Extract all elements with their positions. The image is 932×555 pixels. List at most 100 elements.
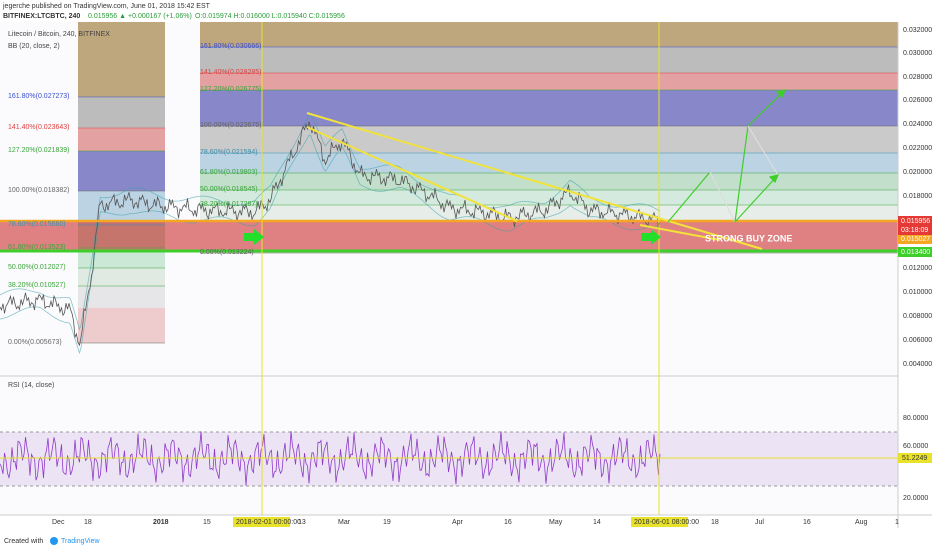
- zone: [78, 97, 165, 128]
- rsi-tick: 60.0000: [903, 443, 928, 450]
- arrow: [734, 125, 749, 223]
- zone: [200, 90, 898, 126]
- price-tick: 0.028000: [903, 74, 932, 81]
- zone: [78, 248, 165, 268]
- price-tick: 0.018000: [903, 193, 932, 200]
- time-tick: Mar: [338, 519, 351, 526]
- fib-label: 50.00%(0.018545): [200, 186, 258, 193]
- time-tick: 1: [895, 519, 899, 526]
- arrow: [734, 174, 779, 223]
- rsi-tick: 80.0000: [903, 415, 928, 422]
- countdown: 03:18:09: [901, 227, 928, 234]
- tag: [898, 226, 932, 235]
- price-tag: 0.015956: [901, 218, 930, 225]
- zone: [78, 22, 165, 97]
- fib-label: 78.60%(0.021594): [200, 149, 258, 156]
- price-tick: 0.004000: [903, 361, 932, 368]
- arrow: [747, 89, 786, 127]
- time-tick: 19: [383, 519, 391, 526]
- time-tick: Aug: [855, 519, 868, 526]
- logo: [50, 537, 58, 545]
- time-tick: 15: [203, 519, 211, 526]
- green-arrow: [641, 229, 661, 245]
- zone: [78, 151, 165, 191]
- trend-line: [306, 112, 763, 250]
- time-tick: 2018: [153, 519, 169, 526]
- zone: [78, 286, 165, 308]
- rsi-tick: 20.0000: [903, 495, 928, 502]
- zone: [200, 22, 898, 47]
- fib-label: 0.00%(0.005673): [8, 339, 62, 346]
- trend-line: [639, 224, 721, 241]
- fib-label: 100.00%(0.018382): [8, 187, 70, 194]
- footer: Created with: [4, 538, 43, 545]
- fib-label: 127.20%(0.026775): [200, 86, 262, 93]
- fib-label: 141.40%(0.023643): [8, 124, 70, 131]
- zone: [200, 173, 898, 190]
- zone: [78, 128, 165, 151]
- rsi-band: [0, 432, 898, 486]
- price-line: [0, 121, 661, 347]
- rsi-line: [0, 431, 661, 486]
- time-tick: 16: [504, 519, 512, 526]
- arrow: [747, 125, 779, 176]
- price-tick: 0.010000: [903, 289, 932, 296]
- tag: [898, 247, 932, 257]
- zone: [78, 308, 165, 343]
- time-tick: 14: [593, 519, 601, 526]
- projection-arrows: [667, 89, 787, 223]
- rsi-tag: 51.2249: [902, 455, 927, 462]
- zone: [200, 205, 898, 222]
- arrow: [709, 171, 736, 223]
- red-band: [0, 222, 898, 251]
- trend-line: [306, 126, 518, 222]
- zone: [200, 73, 898, 90]
- time-tick: Apr: [452, 519, 464, 526]
- legend: RSI (14, close): [8, 382, 54, 389]
- time-tick: 18: [711, 519, 719, 526]
- fib-label: 61.80%(0.013523): [8, 244, 66, 251]
- fib-label: 141.40%(0.028285): [200, 69, 262, 76]
- time-tick: 16: [803, 519, 811, 526]
- arrow-head: [775, 89, 787, 99]
- annotation: STRONG BUY ZONE: [705, 233, 792, 243]
- arrow-head: [768, 174, 780, 184]
- price-tick: 0.030000: [903, 50, 932, 57]
- tag: [233, 517, 290, 527]
- tag: [898, 216, 932, 226]
- arrow: [667, 171, 711, 223]
- fib-label: 38.20%(0.010527): [8, 282, 66, 289]
- tag: [631, 517, 688, 527]
- fib-label: 78.60%(0.015660): [8, 221, 66, 228]
- fib-label: 38.20%(0.017287): [200, 201, 258, 208]
- fib-label: 161.80%(0.027273): [8, 93, 70, 100]
- price-tick: 0.022000: [903, 145, 932, 152]
- price-axis: [898, 22, 932, 528]
- bb-lower: [0, 134, 661, 355]
- time-tick: 18: [84, 519, 92, 526]
- zone: [200, 153, 898, 173]
- fib-label: 0.00%(0.013224): [200, 249, 254, 256]
- time-tag: 2018-06-01 08:00:00: [634, 519, 699, 526]
- fib-label: 161.80%(0.030666): [200, 43, 262, 50]
- lines: [0, 46, 898, 486]
- symbol: BITFINEX:LTCBTC, 240: [3, 13, 80, 20]
- zone: [200, 47, 898, 73]
- price-tick: 0.032000: [903, 27, 932, 34]
- price-tick: 0.006000: [903, 337, 932, 344]
- fib-label: 127.20%(0.021839): [8, 147, 70, 154]
- fib-label: 61.80%(0.019803): [200, 169, 258, 176]
- fib-label: 100.00%(0.023675): [200, 122, 262, 129]
- price-tick: 0.012000: [903, 265, 932, 272]
- price-tick: 0.008000: [903, 313, 932, 320]
- zone: [78, 268, 165, 286]
- time-tick: May: [549, 519, 563, 526]
- legend: BB (20, close, 2): [8, 43, 60, 50]
- green-arrow: [244, 229, 264, 245]
- time-tick: Dec: [52, 519, 65, 526]
- time-tag: 2018-02-01 00:00:00: [236, 519, 301, 526]
- fib-zones: [78, 22, 898, 343]
- tag: [898, 235, 932, 244]
- price-tag: 0.015027: [901, 236, 930, 243]
